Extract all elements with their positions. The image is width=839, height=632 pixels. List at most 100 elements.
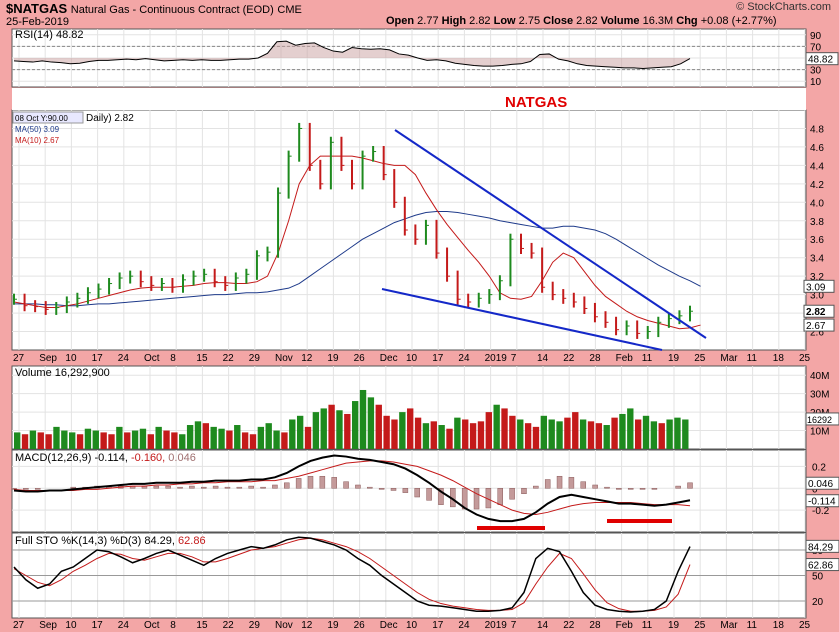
volume-bar bbox=[383, 415, 390, 449]
macd-hist-bar bbox=[331, 477, 337, 489]
macd-hist-bar bbox=[34, 488, 41, 490]
volume-bar bbox=[352, 401, 359, 449]
rsi-title-label: RSI(14) 48.82 bbox=[15, 29, 83, 41]
volume-bar bbox=[493, 404, 500, 449]
macd-hist-bar bbox=[284, 482, 290, 489]
volume-bar bbox=[501, 408, 508, 449]
symbol-title: $NATGAS Natural Gas - Continuous Contrac… bbox=[6, 1, 302, 16]
price-x-label: 2019 bbox=[485, 353, 508, 364]
price-last-box bbox=[803, 318, 835, 332]
price-x-label: 17 bbox=[432, 353, 444, 364]
vol-tick-label: 10M bbox=[810, 427, 829, 438]
macd-hist-bar bbox=[556, 475, 563, 489]
price-x-label: 10 bbox=[65, 353, 77, 364]
volume-bar bbox=[155, 426, 162, 449]
macd-last-box bbox=[805, 494, 839, 508]
price-last-label: 2.67 bbox=[806, 321, 826, 332]
volume-bar bbox=[328, 404, 335, 449]
stockcharts-brand[interactable]: © StockCharts.com bbox=[736, 1, 831, 13]
chart-header: $NATGAS Natural Gas - Continuous Contrac… bbox=[0, 0, 839, 30]
sto-x-label: Oct bbox=[144, 620, 160, 631]
sto-x-label: 22 bbox=[563, 620, 575, 631]
ma10-line bbox=[13, 155, 701, 330]
volume-bar bbox=[634, 419, 642, 449]
volume-bar bbox=[666, 419, 673, 449]
volume-bar bbox=[312, 412, 320, 449]
price-x-label: 19 bbox=[327, 353, 339, 364]
price-x-label: 11 bbox=[747, 353, 758, 364]
volume-bar bbox=[462, 419, 469, 449]
macd-hist-bar bbox=[189, 485, 195, 489]
macd-hist-bar bbox=[177, 486, 183, 489]
macd-line bbox=[13, 454, 691, 523]
macd-signal-line bbox=[13, 460, 691, 516]
volume-bar bbox=[627, 408, 634, 449]
price-x-label: 22 bbox=[223, 353, 235, 364]
price-x-label: 17 bbox=[92, 353, 104, 364]
volume-bar bbox=[446, 428, 453, 449]
volume-bar bbox=[509, 415, 516, 449]
macd-hist-bar bbox=[70, 486, 77, 489]
legend-tooltip bbox=[12, 111, 84, 124]
price-x-label: Nov bbox=[275, 353, 293, 364]
price-x-label: 14 bbox=[537, 353, 549, 364]
macd-legend-value: -0.114, bbox=[94, 452, 131, 464]
macd-hist-bar bbox=[272, 484, 278, 489]
sto-x-label: 28 bbox=[589, 620, 601, 631]
ohlc-high: High 2.82 bbox=[441, 15, 494, 27]
price-x-label: 25 bbox=[694, 353, 706, 364]
sto-legend-k: 84.29, bbox=[144, 535, 178, 547]
rsi-tick-label: 70 bbox=[810, 42, 822, 53]
sto-x-label: 11 bbox=[747, 620, 758, 631]
macd-hist-bar bbox=[651, 488, 658, 490]
rsi-last-box bbox=[805, 52, 839, 66]
sto-x-label: 26 bbox=[354, 620, 366, 631]
volume-bar bbox=[194, 421, 202, 449]
lower-trendline bbox=[381, 288, 663, 351]
volume-bar bbox=[304, 426, 312, 449]
volume-bar bbox=[454, 417, 461, 449]
macd-hist-bar bbox=[307, 475, 314, 489]
volume-bar bbox=[163, 430, 170, 449]
vol-tick-label: 30M bbox=[810, 390, 829, 401]
macd-hist-bar bbox=[201, 486, 207, 489]
price-x-label: 27 bbox=[13, 353, 25, 364]
volume-bar bbox=[234, 425, 241, 449]
volume-bar bbox=[226, 430, 233, 449]
volume-bar bbox=[100, 432, 107, 449]
ohlc-low: Low 2.75 bbox=[493, 15, 544, 27]
volume-bar bbox=[265, 423, 272, 449]
sto-x-label: 8 bbox=[170, 620, 176, 631]
sto-x-label: 29 bbox=[249, 620, 261, 631]
rsi-fill bbox=[14, 41, 690, 69]
macd-hist-bar bbox=[343, 481, 349, 489]
volume-bar bbox=[438, 425, 445, 449]
macd-hist-bar bbox=[426, 488, 432, 501]
macd-hist-bar bbox=[473, 488, 480, 510]
sto-k-line bbox=[13, 536, 691, 613]
volume-bar bbox=[391, 419, 398, 449]
volume-bar bbox=[273, 430, 280, 449]
sto-x-label: Sep bbox=[39, 620, 57, 631]
macd-hist-bar bbox=[165, 485, 171, 489]
volume-bar bbox=[556, 421, 563, 449]
volume-bar bbox=[69, 432, 76, 449]
sto-x-label: 17 bbox=[92, 620, 104, 631]
price-x-label: Feb bbox=[616, 353, 634, 364]
volume-bar bbox=[344, 413, 351, 449]
volume-bar bbox=[564, 417, 571, 449]
macd-last-box bbox=[805, 476, 839, 490]
sto-d-line bbox=[13, 537, 691, 612]
volume-bar bbox=[76, 434, 84, 449]
macd-legend-signal: -0.160, bbox=[131, 452, 168, 464]
volume-bar bbox=[540, 415, 548, 449]
legend-ma10: MA(10) 2.67 bbox=[15, 136, 60, 145]
price-x-label: 18 bbox=[773, 353, 785, 364]
volume-bar bbox=[249, 434, 257, 449]
volume-bar bbox=[320, 408, 327, 449]
volume-bar bbox=[414, 417, 422, 449]
price-tick-label: 3.8 bbox=[810, 217, 824, 228]
volume-bar bbox=[84, 428, 92, 449]
price-tick-label: 3.2 bbox=[810, 272, 824, 283]
price-x-label: 25 bbox=[799, 353, 811, 364]
